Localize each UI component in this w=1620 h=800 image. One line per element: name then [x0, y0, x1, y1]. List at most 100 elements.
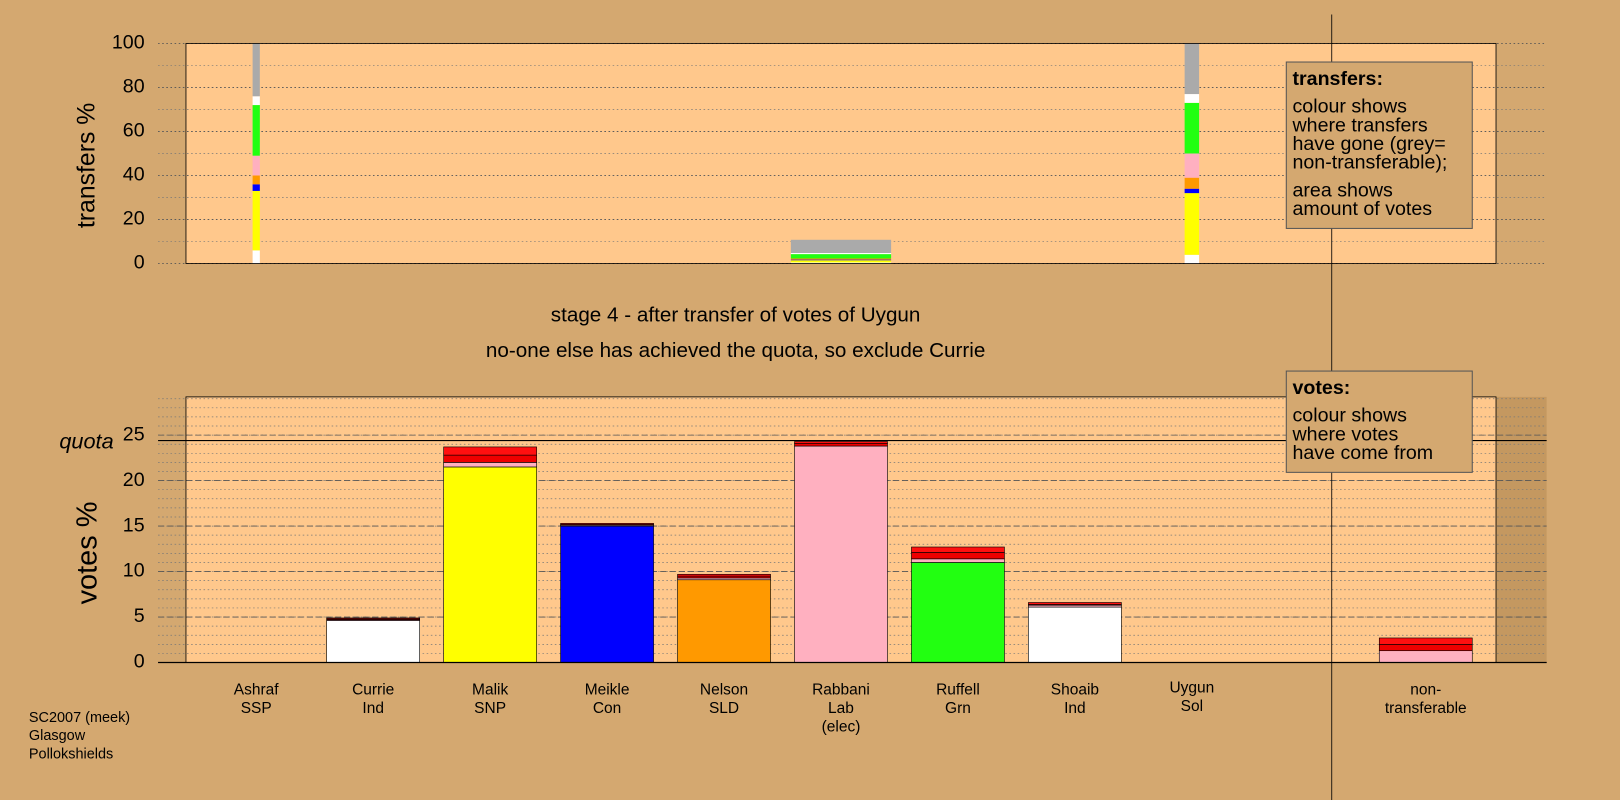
transfer-segment: [790, 262, 892, 264]
transfer-segment: [1184, 254, 1200, 264]
x-tick-label: Ind: [362, 700, 384, 717]
y-tick-label: 60: [123, 120, 145, 142]
transfer-segment: [252, 43, 260, 97]
legend-text: colour shows: [1292, 96, 1407, 118]
x-tick-label: SNP: [474, 700, 506, 717]
x-tick-label: Currie: [352, 682, 394, 699]
transfer-segment: [790, 260, 892, 263]
vote-segment: [911, 562, 1005, 663]
vote-segment: [560, 525, 654, 663]
x-tick-label: Malik: [472, 682, 508, 699]
vote-segment: [1378, 650, 1473, 663]
plot-frame: [185, 42, 1497, 264]
x-tick-label: SSP: [241, 700, 272, 717]
y-tick-label: 40: [123, 164, 145, 186]
stage-title: stage 4 - after transfer of votes of Uyg…: [551, 304, 921, 327]
y-tick-label: 15: [123, 514, 145, 536]
vote-segment: [677, 579, 771, 663]
vote-segment: [326, 620, 420, 663]
legend-title: votes:: [1292, 377, 1350, 399]
legend-text: have gone (grey=: [1292, 133, 1445, 155]
x-tick-label: SLD: [709, 700, 739, 717]
vote-segment: [794, 442, 888, 447]
vote-segment: [443, 466, 537, 663]
transfer-segment: [1184, 94, 1200, 103]
transfer-segment: [252, 250, 260, 264]
x-tick-label: non-: [1410, 682, 1441, 699]
x-tick-label: Meikle: [585, 682, 630, 699]
transfer-segment: [790, 239, 892, 253]
x-tick-label: Con: [593, 700, 621, 717]
legend-text: colour shows: [1292, 405, 1407, 427]
transfer-segment: [790, 254, 892, 259]
x-tick-label: Rabbani: [812, 682, 870, 699]
transfer-segment: [1184, 188, 1200, 194]
y-tick-label: 100: [112, 32, 145, 54]
stage-subtitle: no-one else has achieved the quota, so e…: [486, 339, 985, 362]
legend-title: transfers:: [1292, 68, 1383, 90]
legend-text: non-transferable);: [1292, 151, 1447, 173]
transfer-segment: [252, 175, 260, 185]
y-axis-label: votes %: [71, 502, 103, 605]
vote-segment: [1378, 644, 1473, 652]
vote-segment: [560, 523, 654, 525]
vote-segment: [911, 558, 1005, 563]
transfer-segment: [252, 96, 260, 106]
legend-text: where votes: [1291, 423, 1398, 445]
legend-text: have come from: [1292, 442, 1433, 464]
legend-box: [1285, 61, 1473, 229]
y-tick-label: 5: [134, 605, 145, 627]
footer-text: Glasgow: [29, 728, 86, 744]
transfer-segment: [1184, 102, 1200, 154]
transfer-segment: [1184, 177, 1200, 189]
transfer-segment: [1184, 43, 1200, 95]
x-tick-label: transferable: [1385, 700, 1467, 717]
vote-segment: [677, 573, 771, 577]
vote-segment: [443, 462, 537, 468]
vote-segment: [794, 441, 888, 444]
shade: [1496, 396, 1547, 663]
y-tick-label: 10: [123, 560, 145, 582]
vote-segment: [1028, 606, 1122, 663]
legend-text: area shows: [1292, 179, 1393, 201]
footer-text: SC2007 (meek): [29, 710, 130, 726]
transfer-segment: [1184, 153, 1200, 178]
vote-segment: [1028, 602, 1122, 605]
vote-segment: [794, 445, 888, 663]
x-tick-label: Grn: [945, 700, 971, 717]
x-tick-label: (elec): [822, 719, 861, 736]
y-tick-label: 25: [123, 423, 145, 445]
vote-segment: [911, 546, 1005, 553]
x-tick-label: Ind: [1064, 700, 1086, 717]
y-tick-label: 80: [123, 76, 145, 98]
x-tick-label: Lab: [828, 700, 854, 717]
y-tick-label: 20: [123, 208, 145, 230]
legend-box: [1285, 370, 1473, 473]
transfer-segment: [790, 252, 892, 255]
legend-text: where transfers: [1291, 114, 1427, 136]
transfer-segment: [252, 105, 260, 156]
transfer-segment: [252, 190, 260, 251]
y-tick-label: 0: [134, 651, 145, 673]
x-tick-label: Uygun: [1169, 679, 1214, 696]
vote-segment: [326, 617, 420, 620]
legend-text: amount of votes: [1292, 198, 1432, 220]
transfer-segment: [790, 258, 892, 260]
transfer-segment: [790, 259, 892, 261]
x-tick-label: Ruffell: [936, 682, 980, 699]
transfer-segment: [252, 155, 260, 176]
y-axis-label: transfers %: [73, 103, 100, 228]
vote-segment: [443, 446, 537, 456]
vote-segment: [911, 552, 1005, 560]
transfer-segment: [1184, 193, 1200, 255]
x-tick-label: Sol: [1181, 698, 1203, 715]
transfer-segment: [252, 184, 260, 191]
y-tick-label: 0: [134, 252, 145, 274]
x-tick-label: Shoaib: [1051, 682, 1099, 699]
vote-segment: [1378, 637, 1473, 645]
x-tick-label: Nelson: [700, 682, 748, 699]
x-tick-label: Ashraf: [234, 682, 279, 699]
quota-label: quota: [59, 428, 113, 453]
vote-segment: [443, 454, 537, 463]
